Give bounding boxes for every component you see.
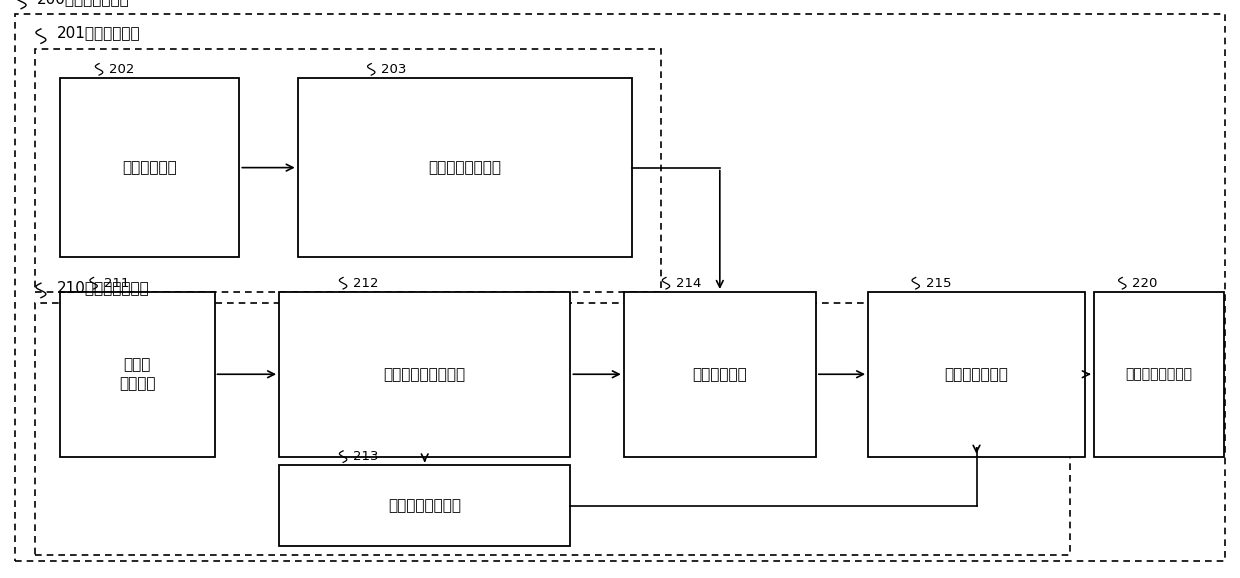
Text: 213: 213: [353, 450, 378, 463]
Text: 212: 212: [353, 277, 378, 290]
Text: 215: 215: [925, 277, 951, 290]
Text: 201：基层解码器: 201：基层解码器: [57, 25, 140, 40]
Text: 后滤波处理部分: 后滤波处理部分: [945, 367, 1008, 381]
Bar: [868, 292, 1085, 457]
Bar: [279, 292, 570, 457]
Bar: [60, 78, 239, 257]
Text: 重构图像输出部分: 重构图像输出部分: [1125, 367, 1193, 381]
Text: 210：增强层解码器: 210：增强层解码器: [57, 280, 150, 295]
Text: 增强层解码处理部分: 增强层解码处理部分: [383, 367, 466, 381]
Text: 图像添加部分: 图像添加部分: [692, 367, 748, 381]
Bar: [60, 292, 215, 457]
Bar: [35, 49, 661, 292]
Bar: [279, 465, 570, 546]
Text: 基层解码处理部分: 基层解码处理部分: [429, 160, 501, 175]
Bar: [35, 303, 1070, 555]
Text: 增强层
输入部分: 增强层 输入部分: [119, 357, 155, 392]
Bar: [624, 292, 816, 457]
Text: 滤波参数计算部分: 滤波参数计算部分: [388, 498, 461, 513]
Text: 202: 202: [109, 63, 134, 76]
Text: 214: 214: [676, 277, 702, 290]
Text: 203: 203: [381, 63, 407, 76]
Text: 220: 220: [1132, 277, 1158, 290]
Text: 基层输入部分: 基层输入部分: [122, 160, 177, 175]
Text: 211: 211: [103, 277, 129, 290]
Bar: [298, 78, 632, 257]
Bar: [1094, 292, 1224, 457]
Text: 200：视频解码装置: 200：视频解码装置: [37, 0, 130, 6]
